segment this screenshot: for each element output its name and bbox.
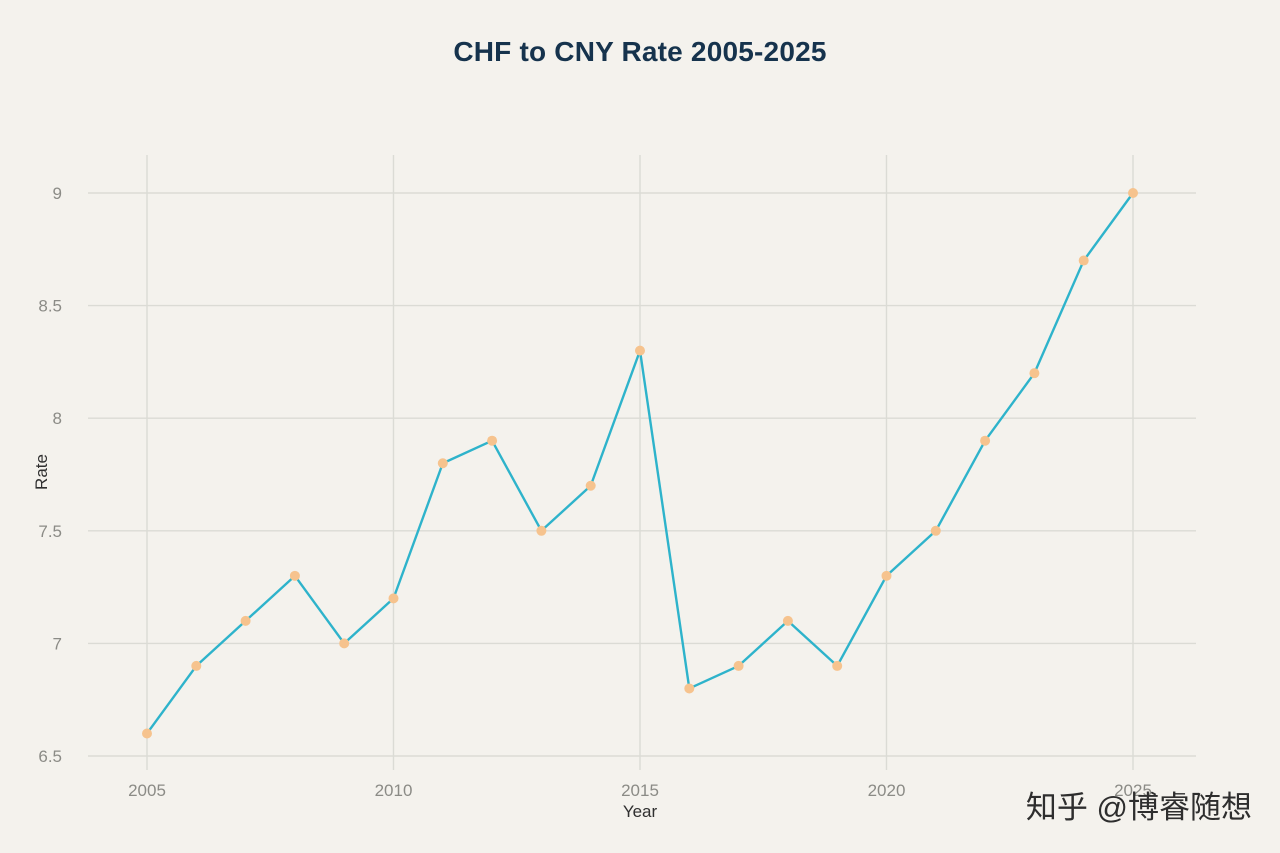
data-point-marker	[832, 660, 843, 671]
y-tick-label: 8.5	[38, 297, 62, 316]
data-point-marker	[684, 683, 695, 694]
data-point-marker	[289, 570, 300, 581]
y-axis-label: Rate	[31, 454, 51, 490]
y-tick-label: 6.5	[38, 747, 62, 766]
x-tick-label: 2015	[621, 781, 659, 800]
data-point-marker	[487, 435, 498, 446]
data-point-marker	[339, 638, 350, 649]
data-point-marker	[191, 660, 202, 671]
x-tick-label: 2005	[128, 781, 166, 800]
data-point-marker	[1078, 255, 1089, 266]
y-tick-label: 7.5	[38, 522, 62, 541]
x-tick-label: 2020	[868, 781, 906, 800]
data-point-marker	[1128, 188, 1138, 198]
data-point-marker	[930, 525, 941, 536]
x-tick-label: 2010	[375, 781, 413, 800]
data-point-marker	[536, 525, 547, 536]
data-point-marker	[142, 728, 152, 739]
y-tick-label: 7	[53, 634, 62, 653]
y-tick-label: 8	[53, 409, 62, 428]
y-tick-label: 9	[53, 184, 62, 203]
data-point-marker	[1029, 368, 1040, 379]
data-point-marker	[585, 480, 596, 491]
x-axis-label: Year	[622, 802, 658, 821]
data-point-marker	[881, 570, 892, 581]
data-point-marker	[733, 660, 744, 671]
x-tick-label: 2025	[1114, 781, 1152, 800]
data-point-marker	[782, 615, 793, 626]
data-point-marker	[635, 345, 645, 356]
watermark: 知乎 @博睿随想	[1025, 790, 1252, 825]
data-point-marker	[240, 615, 251, 626]
chart-title: CHF to CNY Rate 2005-2025	[453, 36, 827, 67]
data-point-marker	[388, 593, 399, 604]
data-point-marker	[437, 458, 448, 469]
data-point-marker	[980, 435, 991, 446]
